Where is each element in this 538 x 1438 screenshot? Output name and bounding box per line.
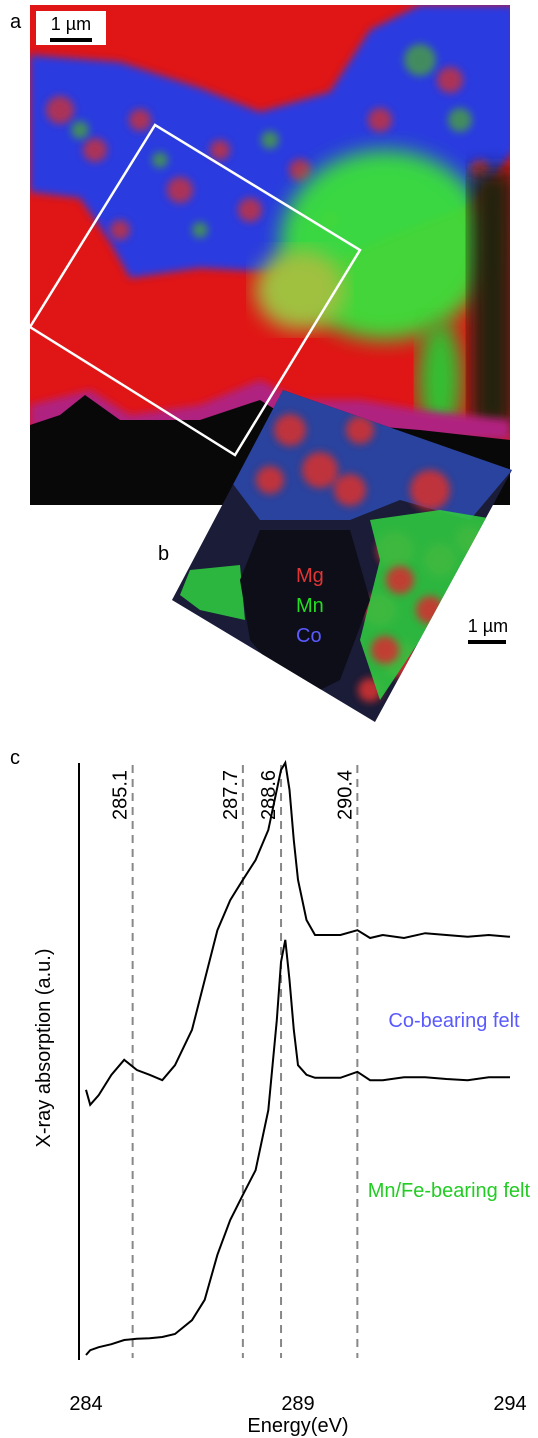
panel-label: b: [158, 543, 169, 565]
legend-entry: Co: [296, 625, 322, 647]
reference-label: 288.6: [258, 770, 280, 820]
panel-label: c: [10, 747, 20, 769]
panel-label: a: [10, 11, 22, 33]
y-axis-label: X-ray absorption (a.u.): [33, 949, 55, 1148]
x-axis-label: Energy(eV): [247, 1415, 348, 1437]
legend-entry: Mg: [296, 565, 324, 587]
series-line: [85, 939, 510, 1356]
series-label: Co-bearing felt: [388, 1010, 520, 1032]
scale-bar-label: 1 µm: [468, 616, 508, 636]
x-tick-label: 294: [493, 1393, 526, 1415]
x-tick-label: 284: [69, 1393, 102, 1415]
legend-entry: Mn: [296, 595, 324, 617]
reference-label: 285.1: [110, 770, 132, 820]
x-tick-label: 289: [281, 1393, 314, 1415]
reference-label: 290.4: [334, 770, 356, 820]
reference-label: 287.7: [220, 770, 242, 820]
scale-bar-label: 1 µm: [51, 14, 91, 34]
series-line: [85, 759, 511, 1107]
series-label: Mn/Fe-bearing felt: [367, 1180, 530, 1202]
